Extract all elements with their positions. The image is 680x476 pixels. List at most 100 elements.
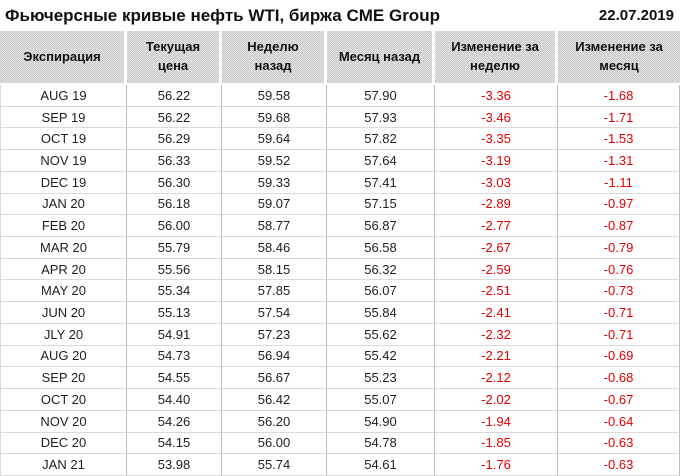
table-cell: -0.67 [558,389,680,411]
column-header-month-ago: Месяц назад [327,31,435,85]
table-cell: -1.85 [435,432,558,455]
column-header-current-price: Текущая цена [127,31,222,85]
table-cell: 54.73 [127,345,222,368]
table-cell: 55.56 [127,258,222,281]
table-cell: 56.18 [127,193,222,216]
table-cell: 57.54 [222,302,327,324]
table-cell: 53.98 [127,454,222,476]
table-cell: JAN 21 [0,454,127,476]
table-cell: -1.76 [435,454,558,476]
table-cell: 56.29 [127,128,222,151]
table-cell: -0.71 [558,302,680,324]
table-cell: SEP 20 [0,367,127,390]
table-cell: -2.77 [435,215,558,238]
table-cell: 56.67 [222,367,327,390]
table-cell: DEC 19 [0,171,127,194]
table-cell: 54.15 [127,432,222,455]
table-cell: 56.22 [127,85,222,107]
table-cell: -3.19 [435,150,558,172]
table-cell: 55.62 [327,323,435,346]
table-cell: MAR 20 [0,237,127,259]
table-cell: 57.85 [222,280,327,303]
column-header-expiration: Экспирация [0,31,127,85]
table-cell: -2.67 [435,237,558,259]
table-cell: -1.94 [435,410,558,433]
table-cell: FEB 20 [0,215,127,238]
table-cell: 55.79 [127,237,222,259]
table-cell: -2.12 [435,367,558,390]
table-cell: -3.36 [435,85,558,107]
table-cell: AUG 20 [0,345,127,368]
table-cell: DEC 20 [0,432,127,455]
table-cell: 58.77 [222,215,327,238]
report-date: 22.07.2019 [598,7,674,24]
table-cell: -2.21 [435,345,558,368]
table-cell: -0.87 [558,215,680,238]
table-cell: 56.00 [222,432,327,455]
table-cell: 56.87 [327,215,435,238]
table-cell: 56.42 [222,389,327,411]
table-cell: -2.32 [435,323,558,346]
table-cell: APR 20 [0,258,127,281]
table-cell: 55.23 [327,367,435,390]
table-cell: 56.94 [222,345,327,368]
table-cell: 57.15 [327,193,435,216]
table-cell: 55.13 [127,302,222,324]
page-title: Фьючерсные кривые нефть WTI, биржа CME G… [5,5,440,25]
table-cell: 54.55 [127,367,222,390]
table-cell: 56.58 [327,237,435,259]
table-cell: JUN 20 [0,302,127,324]
table-cell: 56.20 [222,410,327,433]
table-cell: AUG 19 [0,85,127,107]
table-cell: -3.46 [435,106,558,129]
table-cell: -2.51 [435,280,558,303]
table-cell: -3.03 [435,171,558,194]
table-cell: -0.63 [558,432,680,455]
table-cell: -1.31 [558,150,680,172]
table-cell: 54.61 [327,454,435,476]
table-cell: MAY 20 [0,280,127,303]
table-cell: -3.35 [435,128,558,151]
table-cell: -2.02 [435,389,558,411]
table-cell: 57.93 [327,106,435,129]
table-cell: JLY 20 [0,323,127,346]
table-cell: 59.07 [222,193,327,216]
table-cell: 59.68 [222,106,327,129]
table-cell: OCT 19 [0,128,127,151]
table-cell: 59.33 [222,171,327,194]
table-cell: -0.97 [558,193,680,216]
table-cell: -2.59 [435,258,558,281]
column-header-week-ago: Неделю назад [222,31,327,85]
table-cell: 58.46 [222,237,327,259]
table-cell: -0.68 [558,367,680,390]
table-body: AUG 19 56.22 59.58 57.90 -3.36 -1.68 SEP 19 56.… [0,85,680,476]
table-cell: -1.53 [558,128,680,151]
table-cell: 59.52 [222,150,327,172]
table-cell: 57.41 [327,171,435,194]
table-cell: 57.82 [327,128,435,151]
table-cell: -2.41 [435,302,558,324]
table-cell: JAN 20 [0,193,127,216]
table-cell: 57.23 [222,323,327,346]
table-cell: 55.34 [127,280,222,303]
table-cell: 57.90 [327,85,435,107]
table-cell: -1.11 [558,171,680,194]
table-header-row: Экспирация Текущая цена Неделю назад Мес… [0,31,680,85]
table-cell: 56.07 [327,280,435,303]
table-cell: 54.40 [127,389,222,411]
table-cell: 56.00 [127,215,222,238]
table-cell: -1.68 [558,85,680,107]
table-cell: 56.32 [327,258,435,281]
table-cell: -0.79 [558,237,680,259]
table-cell: 56.33 [127,150,222,172]
table-cell: 54.78 [327,432,435,455]
titlebar: Фьючерсные кривые нефть WTI, биржа CME G… [0,0,680,31]
column-header-change-month: Изменение за месяц [558,31,680,85]
table-cell: 57.64 [327,150,435,172]
table-cell: OCT 20 [0,389,127,411]
table-cell: NOV 20 [0,410,127,433]
table-cell: -0.69 [558,345,680,368]
table-cell: 55.84 [327,302,435,324]
table-cell: -2.89 [435,193,558,216]
